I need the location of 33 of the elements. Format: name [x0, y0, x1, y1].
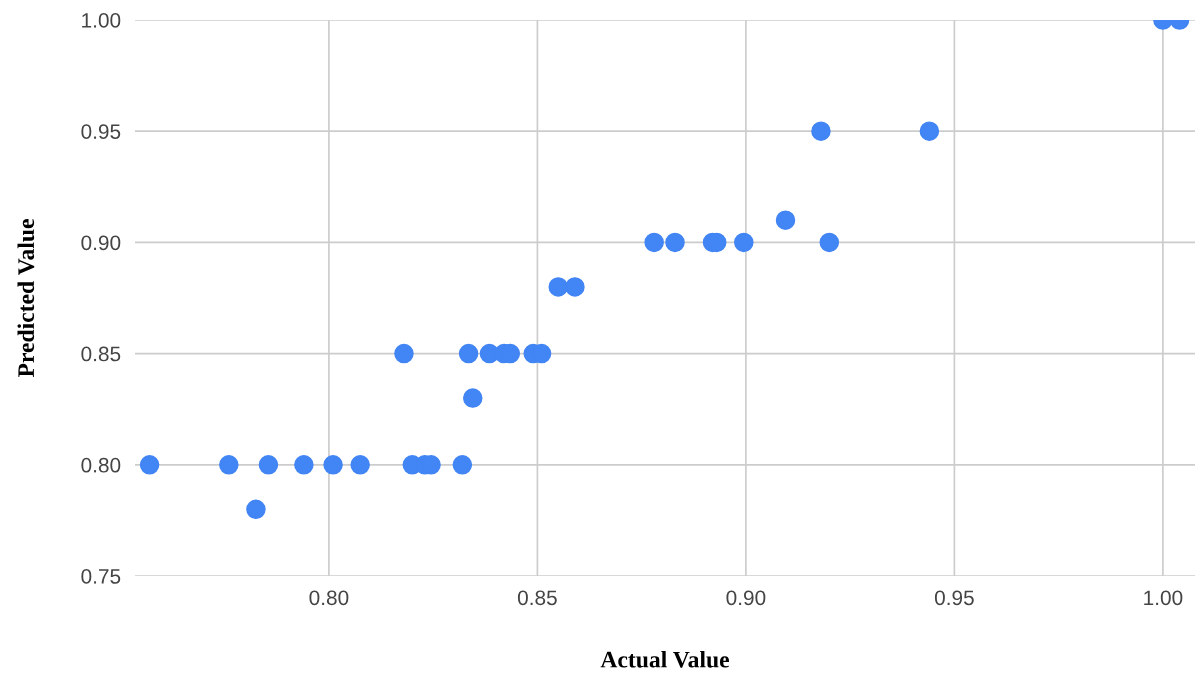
y-axis-title: Predicted Value — [17, 219, 35, 378]
x-axis-title: Actual Value — [600, 650, 730, 668]
x-tick-label: 0.95 — [934, 590, 974, 606]
x-tick-label: 0.85 — [517, 590, 557, 606]
point — [452, 455, 473, 475]
point — [323, 455, 343, 475]
point — [246, 499, 266, 520]
point — [463, 388, 483, 408]
point — [394, 343, 414, 364]
y-tick-label: 0.95 — [81, 124, 121, 139]
x-tick-label: 1.00 — [1144, 590, 1183, 606]
point — [219, 455, 239, 475]
point — [665, 232, 685, 253]
x-tick-label: 0.90 — [726, 590, 766, 606]
point — [258, 455, 279, 475]
point — [644, 232, 664, 253]
point — [458, 343, 479, 364]
y-tick-label: 1.00 — [82, 13, 121, 28]
point — [294, 455, 314, 475]
point — [819, 232, 840, 253]
point — [350, 455, 370, 475]
y-tick-label: 0.85 — [81, 346, 121, 362]
x-tick-label: 0.80 — [309, 590, 349, 606]
y-tick-label: 0.75 — [81, 569, 121, 584]
point — [734, 232, 754, 253]
point — [548, 277, 568, 297]
point — [811, 121, 831, 141]
y-tick-label: 0.80 — [81, 457, 121, 473]
point — [775, 210, 796, 230]
point — [139, 455, 160, 475]
y-tick-label: 0.90 — [81, 235, 121, 251]
point — [919, 121, 940, 141]
point — [565, 277, 585, 297]
